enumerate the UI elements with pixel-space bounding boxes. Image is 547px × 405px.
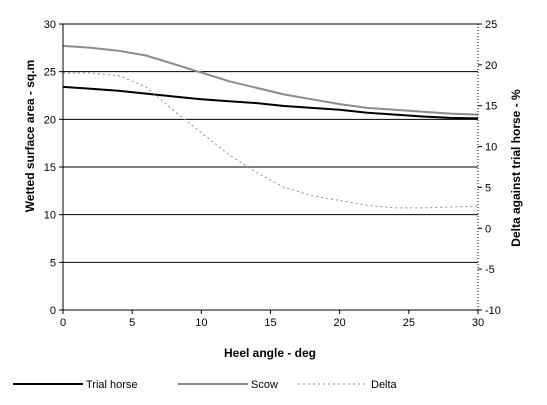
y-tick-label: 0 <box>50 305 56 317</box>
series-line-scow <box>62 44 479 116</box>
x-axis-ticks: 0 5 10 15 20 25 30 <box>60 310 484 329</box>
y2-tick-label: -10 <box>485 305 501 317</box>
gridlines <box>63 23 478 263</box>
y2-axis-ticks: -10 -5 0 5 10 15 20 25 <box>478 19 501 317</box>
legend-label: Delta <box>371 379 398 391</box>
y-axis-title: Wetted surface area - sq.m <box>23 60 37 213</box>
y-axis-ticks: 0 5 10 15 20 25 30 <box>44 19 63 317</box>
y-tick-label: 20 <box>44 114 56 126</box>
y-tick-label: 30 <box>44 19 56 31</box>
legend: Trial horse Scow Delta <box>13 379 398 391</box>
y2-tick-label: 15 <box>485 101 497 113</box>
x-tick-label: 5 <box>129 317 135 329</box>
y2-tick-label: 5 <box>485 182 491 194</box>
y-tick-label: 15 <box>44 162 56 174</box>
series-layer <box>62 44 479 209</box>
legend-label: Scow <box>251 379 278 391</box>
series-line-trial-horse <box>62 85 479 120</box>
y2-tick-label: 0 <box>485 223 491 235</box>
x-tick-label: 10 <box>195 317 207 329</box>
x-tick-label: 15 <box>264 317 276 329</box>
x-tick-label: 30 <box>472 317 484 329</box>
y2-tick-label: 25 <box>485 19 497 31</box>
y2-axis-title: Delta against trial horse - % <box>509 89 523 247</box>
y2-tick-label: 10 <box>485 142 497 154</box>
x-axis-title: Heel angle - deg <box>224 346 316 360</box>
x-tick-label: 0 <box>60 317 66 329</box>
y2-tick-label: -5 <box>485 264 495 276</box>
x-tick-label: 20 <box>334 317 346 329</box>
y-tick-label: 5 <box>50 257 56 269</box>
y2-tick-label: 20 <box>485 60 497 72</box>
y-tick-label: 10 <box>44 210 56 222</box>
y-tick-label: 25 <box>44 67 56 79</box>
series-line-delta <box>63 72 479 209</box>
x-tick-label: 25 <box>403 317 415 329</box>
legend-label: Trial horse <box>86 379 138 391</box>
